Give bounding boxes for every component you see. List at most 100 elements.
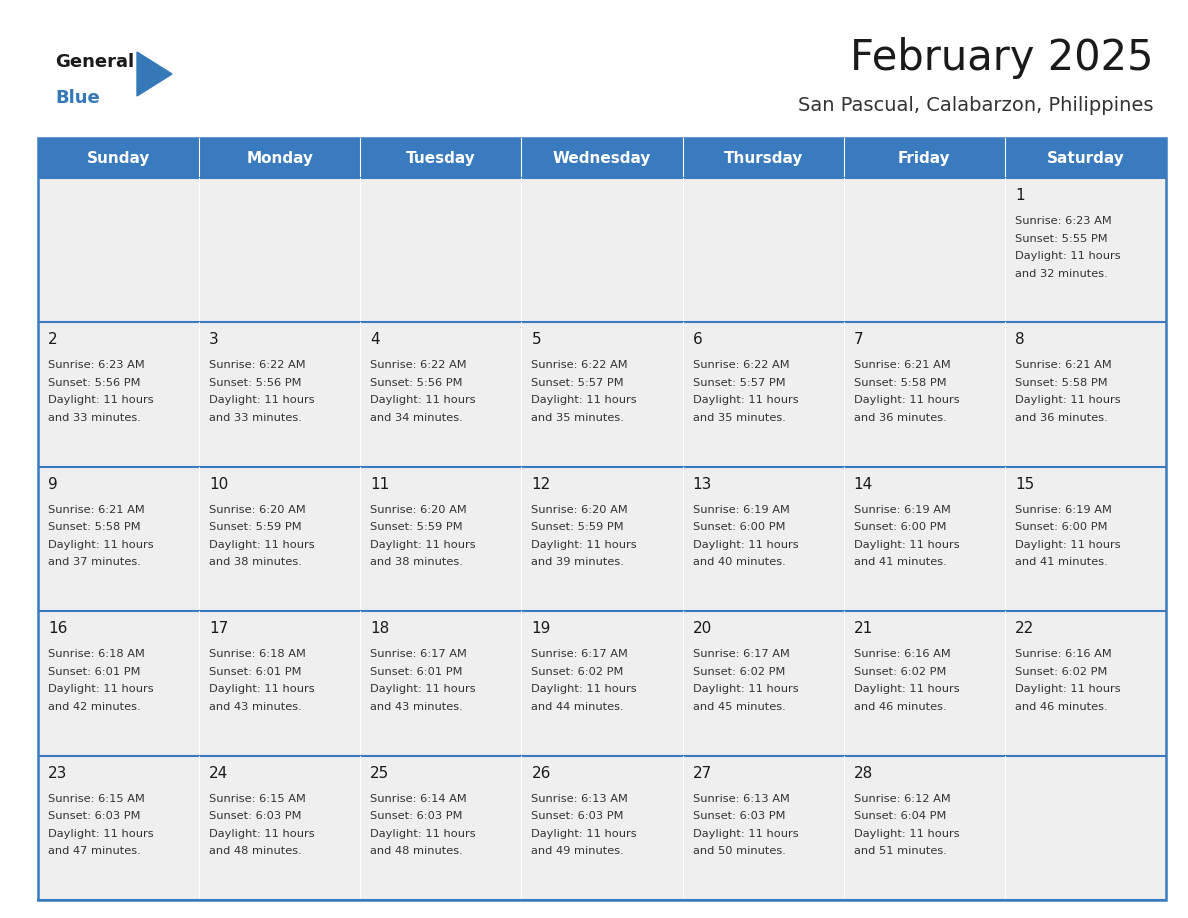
Text: Sunrise: 6:22 AM: Sunrise: 6:22 AM (693, 361, 789, 370)
Bar (200, 756, 360, 900)
Bar (1005, 466, 1165, 611)
Bar (38, 138, 1165, 900)
Text: Sunrise: 6:13 AM: Sunrise: 6:13 AM (693, 793, 790, 803)
Text: and 48 minutes.: and 48 minutes. (371, 846, 463, 856)
Text: Sunrise: 6:15 AM: Sunrise: 6:15 AM (209, 793, 307, 803)
Text: and 37 minutes.: and 37 minutes. (48, 557, 141, 567)
Text: February 2025: February 2025 (849, 37, 1154, 79)
Polygon shape (137, 52, 172, 96)
Text: Sunset: 5:56 PM: Sunset: 5:56 PM (371, 378, 463, 388)
Bar (360, 756, 522, 900)
Text: 6: 6 (693, 332, 702, 347)
Bar (200, 322, 360, 466)
Bar (200, 178, 360, 322)
Text: 22: 22 (1015, 621, 1034, 636)
Text: Sunset: 5:59 PM: Sunset: 5:59 PM (371, 522, 463, 532)
Text: 1: 1 (1015, 188, 1024, 203)
Text: and 44 minutes.: and 44 minutes. (531, 701, 624, 711)
Bar (843, 322, 1005, 466)
Text: Daylight: 11 hours: Daylight: 11 hours (1015, 251, 1120, 261)
Text: Sunset: 5:57 PM: Sunset: 5:57 PM (531, 378, 624, 388)
Bar (360, 138, 522, 178)
Text: 13: 13 (693, 476, 712, 492)
Text: and 45 minutes.: and 45 minutes. (693, 701, 785, 711)
Bar (38, 466, 200, 611)
Text: Sunrise: 6:22 AM: Sunrise: 6:22 AM (209, 361, 305, 370)
Text: 7: 7 (854, 332, 864, 347)
Text: Sunrise: 6:21 AM: Sunrise: 6:21 AM (854, 361, 950, 370)
Bar (843, 611, 1005, 756)
Bar (522, 138, 683, 178)
Text: Sunset: 5:59 PM: Sunset: 5:59 PM (531, 522, 624, 532)
Text: Daylight: 11 hours: Daylight: 11 hours (854, 829, 960, 839)
Bar (200, 611, 360, 756)
Bar (683, 322, 843, 466)
Text: 18: 18 (371, 621, 390, 636)
Text: and 36 minutes.: and 36 minutes. (854, 413, 947, 423)
Bar (522, 611, 683, 756)
Text: Sunrise: 6:19 AM: Sunrise: 6:19 AM (693, 505, 790, 515)
Text: 3: 3 (209, 332, 219, 347)
Text: and 32 minutes.: and 32 minutes. (1015, 268, 1107, 278)
Text: Sunrise: 6:23 AM: Sunrise: 6:23 AM (1015, 216, 1112, 226)
Text: Saturday: Saturday (1047, 151, 1124, 165)
Text: 21: 21 (854, 621, 873, 636)
Text: Daylight: 11 hours: Daylight: 11 hours (48, 684, 153, 694)
Text: Sunset: 5:57 PM: Sunset: 5:57 PM (693, 378, 785, 388)
Bar (360, 322, 522, 466)
Text: Daylight: 11 hours: Daylight: 11 hours (209, 396, 315, 406)
Text: Sunrise: 6:21 AM: Sunrise: 6:21 AM (1015, 361, 1112, 370)
Text: General: General (55, 53, 134, 71)
Text: Daylight: 11 hours: Daylight: 11 hours (48, 829, 153, 839)
Text: and 42 minutes.: and 42 minutes. (48, 701, 140, 711)
Text: Friday: Friday (898, 151, 950, 165)
Text: Sunset: 6:00 PM: Sunset: 6:00 PM (1015, 522, 1107, 532)
Text: Sunrise: 6:22 AM: Sunrise: 6:22 AM (371, 361, 467, 370)
Text: Sunset: 5:58 PM: Sunset: 5:58 PM (1015, 378, 1107, 388)
Text: Daylight: 11 hours: Daylight: 11 hours (1015, 540, 1120, 550)
Text: and 38 minutes.: and 38 minutes. (371, 557, 463, 567)
Bar (522, 178, 683, 322)
Text: 28: 28 (854, 766, 873, 780)
Bar (843, 756, 1005, 900)
Text: and 46 minutes.: and 46 minutes. (1015, 701, 1107, 711)
Text: 17: 17 (209, 621, 228, 636)
Bar (38, 178, 200, 322)
Text: Sunset: 6:00 PM: Sunset: 6:00 PM (693, 522, 785, 532)
Text: Sunset: 6:03 PM: Sunset: 6:03 PM (209, 812, 302, 821)
Text: Sunday: Sunday (87, 151, 150, 165)
Text: Daylight: 11 hours: Daylight: 11 hours (854, 684, 960, 694)
Bar (522, 322, 683, 466)
Text: Sunset: 5:59 PM: Sunset: 5:59 PM (209, 522, 302, 532)
Bar (1005, 322, 1165, 466)
Bar (683, 611, 843, 756)
Text: Sunrise: 6:17 AM: Sunrise: 6:17 AM (531, 649, 628, 659)
Text: Sunrise: 6:14 AM: Sunrise: 6:14 AM (371, 793, 467, 803)
Text: Sunrise: 6:17 AM: Sunrise: 6:17 AM (693, 649, 790, 659)
Bar (38, 611, 200, 756)
Text: Sunrise: 6:23 AM: Sunrise: 6:23 AM (48, 361, 145, 370)
Bar (683, 756, 843, 900)
Text: Daylight: 11 hours: Daylight: 11 hours (693, 684, 798, 694)
Text: 15: 15 (1015, 476, 1034, 492)
Text: Sunset: 6:03 PM: Sunset: 6:03 PM (48, 812, 140, 821)
Text: and 50 minutes.: and 50 minutes. (693, 846, 785, 856)
Bar (360, 611, 522, 756)
Bar (1005, 756, 1165, 900)
Bar (200, 138, 360, 178)
Text: and 49 minutes.: and 49 minutes. (531, 846, 624, 856)
Text: 26: 26 (531, 766, 551, 780)
Text: Daylight: 11 hours: Daylight: 11 hours (531, 684, 637, 694)
Bar (683, 178, 843, 322)
Text: 27: 27 (693, 766, 712, 780)
Text: Sunset: 6:00 PM: Sunset: 6:00 PM (854, 522, 946, 532)
Text: Daylight: 11 hours: Daylight: 11 hours (48, 540, 153, 550)
Text: Sunrise: 6:13 AM: Sunrise: 6:13 AM (531, 793, 628, 803)
Bar (683, 138, 843, 178)
Text: Sunset: 6:03 PM: Sunset: 6:03 PM (531, 812, 624, 821)
Text: Sunset: 5:56 PM: Sunset: 5:56 PM (209, 378, 302, 388)
Text: Sunrise: 6:20 AM: Sunrise: 6:20 AM (531, 505, 628, 515)
Text: Sunrise: 6:20 AM: Sunrise: 6:20 AM (209, 505, 305, 515)
Text: and 33 minutes.: and 33 minutes. (209, 413, 302, 423)
Text: Daylight: 11 hours: Daylight: 11 hours (48, 396, 153, 406)
